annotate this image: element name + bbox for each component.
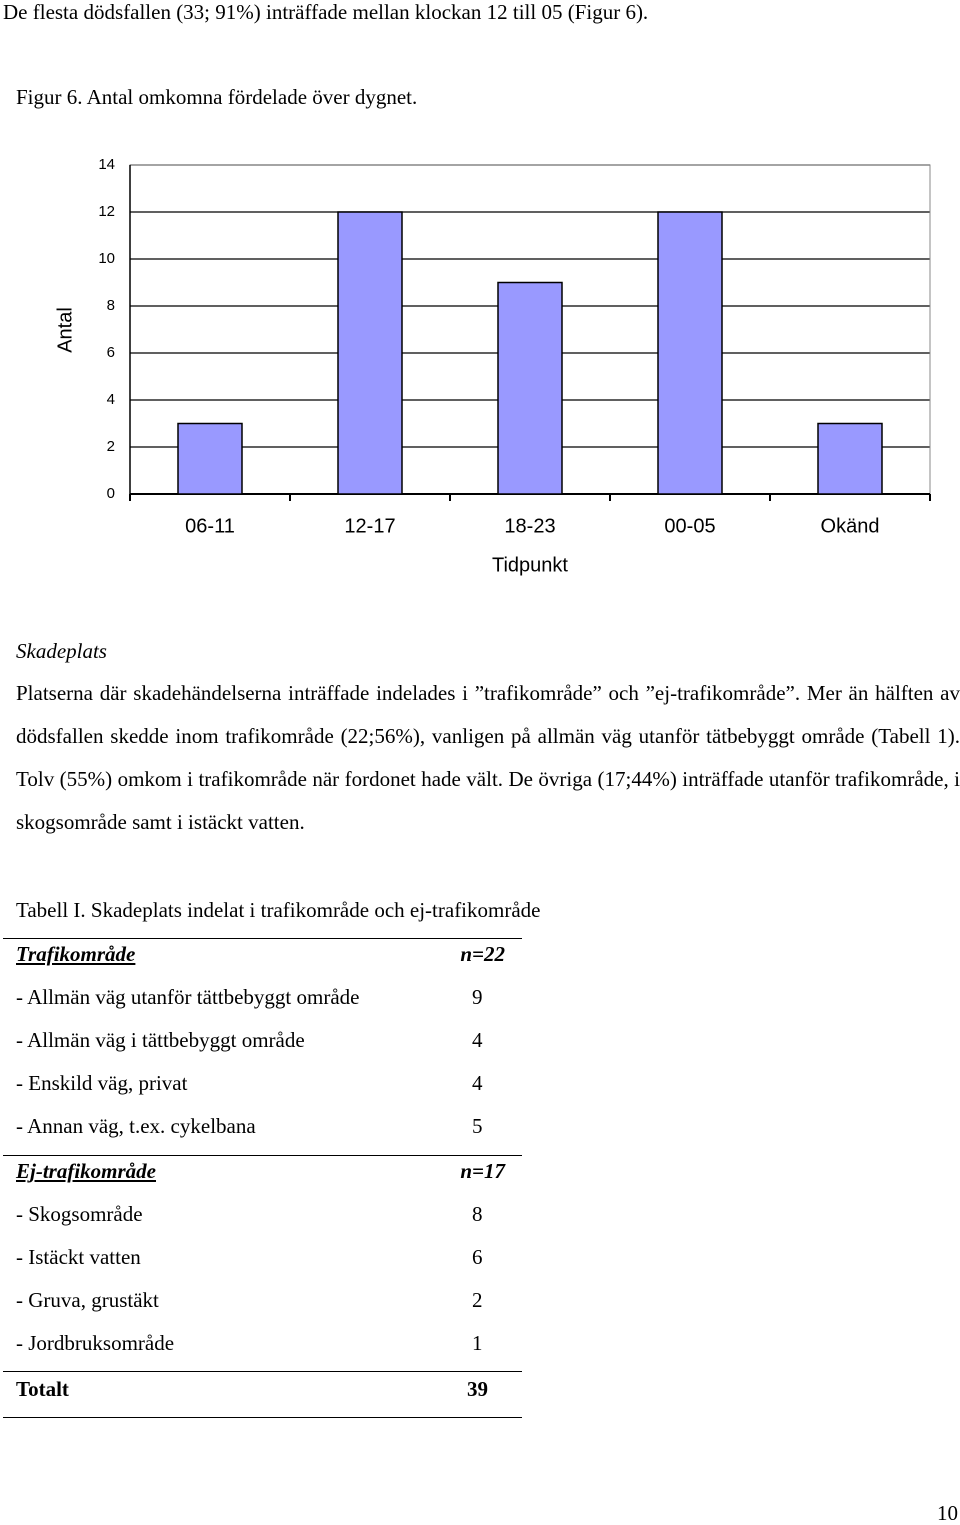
bar	[817, 422, 883, 495]
row-label: - Gruva, grustäkt	[16, 1288, 159, 1312]
y-tick-label: 0	[107, 485, 115, 502]
row-count: 8	[472, 1202, 483, 1226]
row-count: 9	[472, 985, 483, 1009]
y-tick-label: 10	[98, 250, 115, 267]
x-tick-label: 12-17	[344, 515, 395, 537]
row-count: 4	[472, 1071, 483, 1095]
chart: 0 2 4 6 8 10 12 14 06-11 12-17 18-23 00-05 Okänd Tidp…	[54, 156, 931, 576]
table-rule	[3, 938, 522, 939]
row-label: - Annan väg, t.ex. cykelbana	[16, 1114, 256, 1138]
group-n: n=22	[460, 942, 505, 966]
y-tick-label: 4	[107, 391, 115, 408]
bar	[177, 422, 243, 495]
x-tick-label: Okänd	[821, 515, 880, 537]
row-label: - Skogsområde	[16, 1202, 143, 1226]
total-value: 39	[467, 1377, 488, 1401]
table-rule	[3, 1417, 522, 1418]
group-heading: Ej-trafikområde	[16, 1159, 156, 1183]
row-label: - Istäckt vatten	[16, 1245, 141, 1269]
row-count: 4	[472, 1028, 483, 1052]
page-number: 10	[937, 1501, 958, 1525]
figure-caption: Figur 6. Antal omkomna fördelade över dy…	[16, 85, 418, 109]
y-tick-label: 2	[107, 438, 115, 455]
bar	[497, 281, 563, 495]
table-caption: Tabell I. Skadeplats indelat i trafikomr…	[16, 898, 541, 922]
row-count: 6	[472, 1245, 483, 1269]
y-tick-label: 8	[107, 297, 115, 314]
y-tick-label: 14	[98, 156, 115, 173]
x-tick-label: 00-05	[664, 515, 715, 537]
row-label: - Jordbruksområde	[16, 1331, 175, 1355]
row-count: 1	[472, 1331, 483, 1355]
x-tick-label: 18-23	[504, 515, 555, 537]
y-tick-label: 6	[107, 344, 115, 361]
y-axis-title: Antal	[54, 307, 76, 353]
x-tick-label: 06-11	[185, 515, 235, 537]
y-tick-label: 12	[98, 203, 115, 220]
total-label: Totalt	[16, 1377, 69, 1401]
table-rule	[3, 1155, 522, 1156]
intro: De flesta dödsfallen (33; 91%) inträffad…	[3, 0, 649, 24]
row-label: - Allmän väg utanför tättbebyggt område	[16, 985, 360, 1009]
bar	[657, 211, 723, 495]
bar	[337, 211, 403, 495]
row-count: 2	[472, 1288, 483, 1312]
row-count: 5	[472, 1114, 483, 1138]
table-rule	[3, 1371, 522, 1372]
x-axis-title: Tidpunkt	[492, 554, 568, 576]
row-label: - Enskild väg, privat	[16, 1071, 188, 1095]
paragraph: Platserna där skadehändelserna inträffad…	[16, 681, 960, 834]
group-heading: Trafikområde	[16, 942, 136, 966]
section-heading: Skadeplats	[16, 639, 107, 663]
row-label: - Allmän väg i tättbebyggt område	[16, 1028, 305, 1052]
group-n: n=17	[460, 1159, 505, 1183]
